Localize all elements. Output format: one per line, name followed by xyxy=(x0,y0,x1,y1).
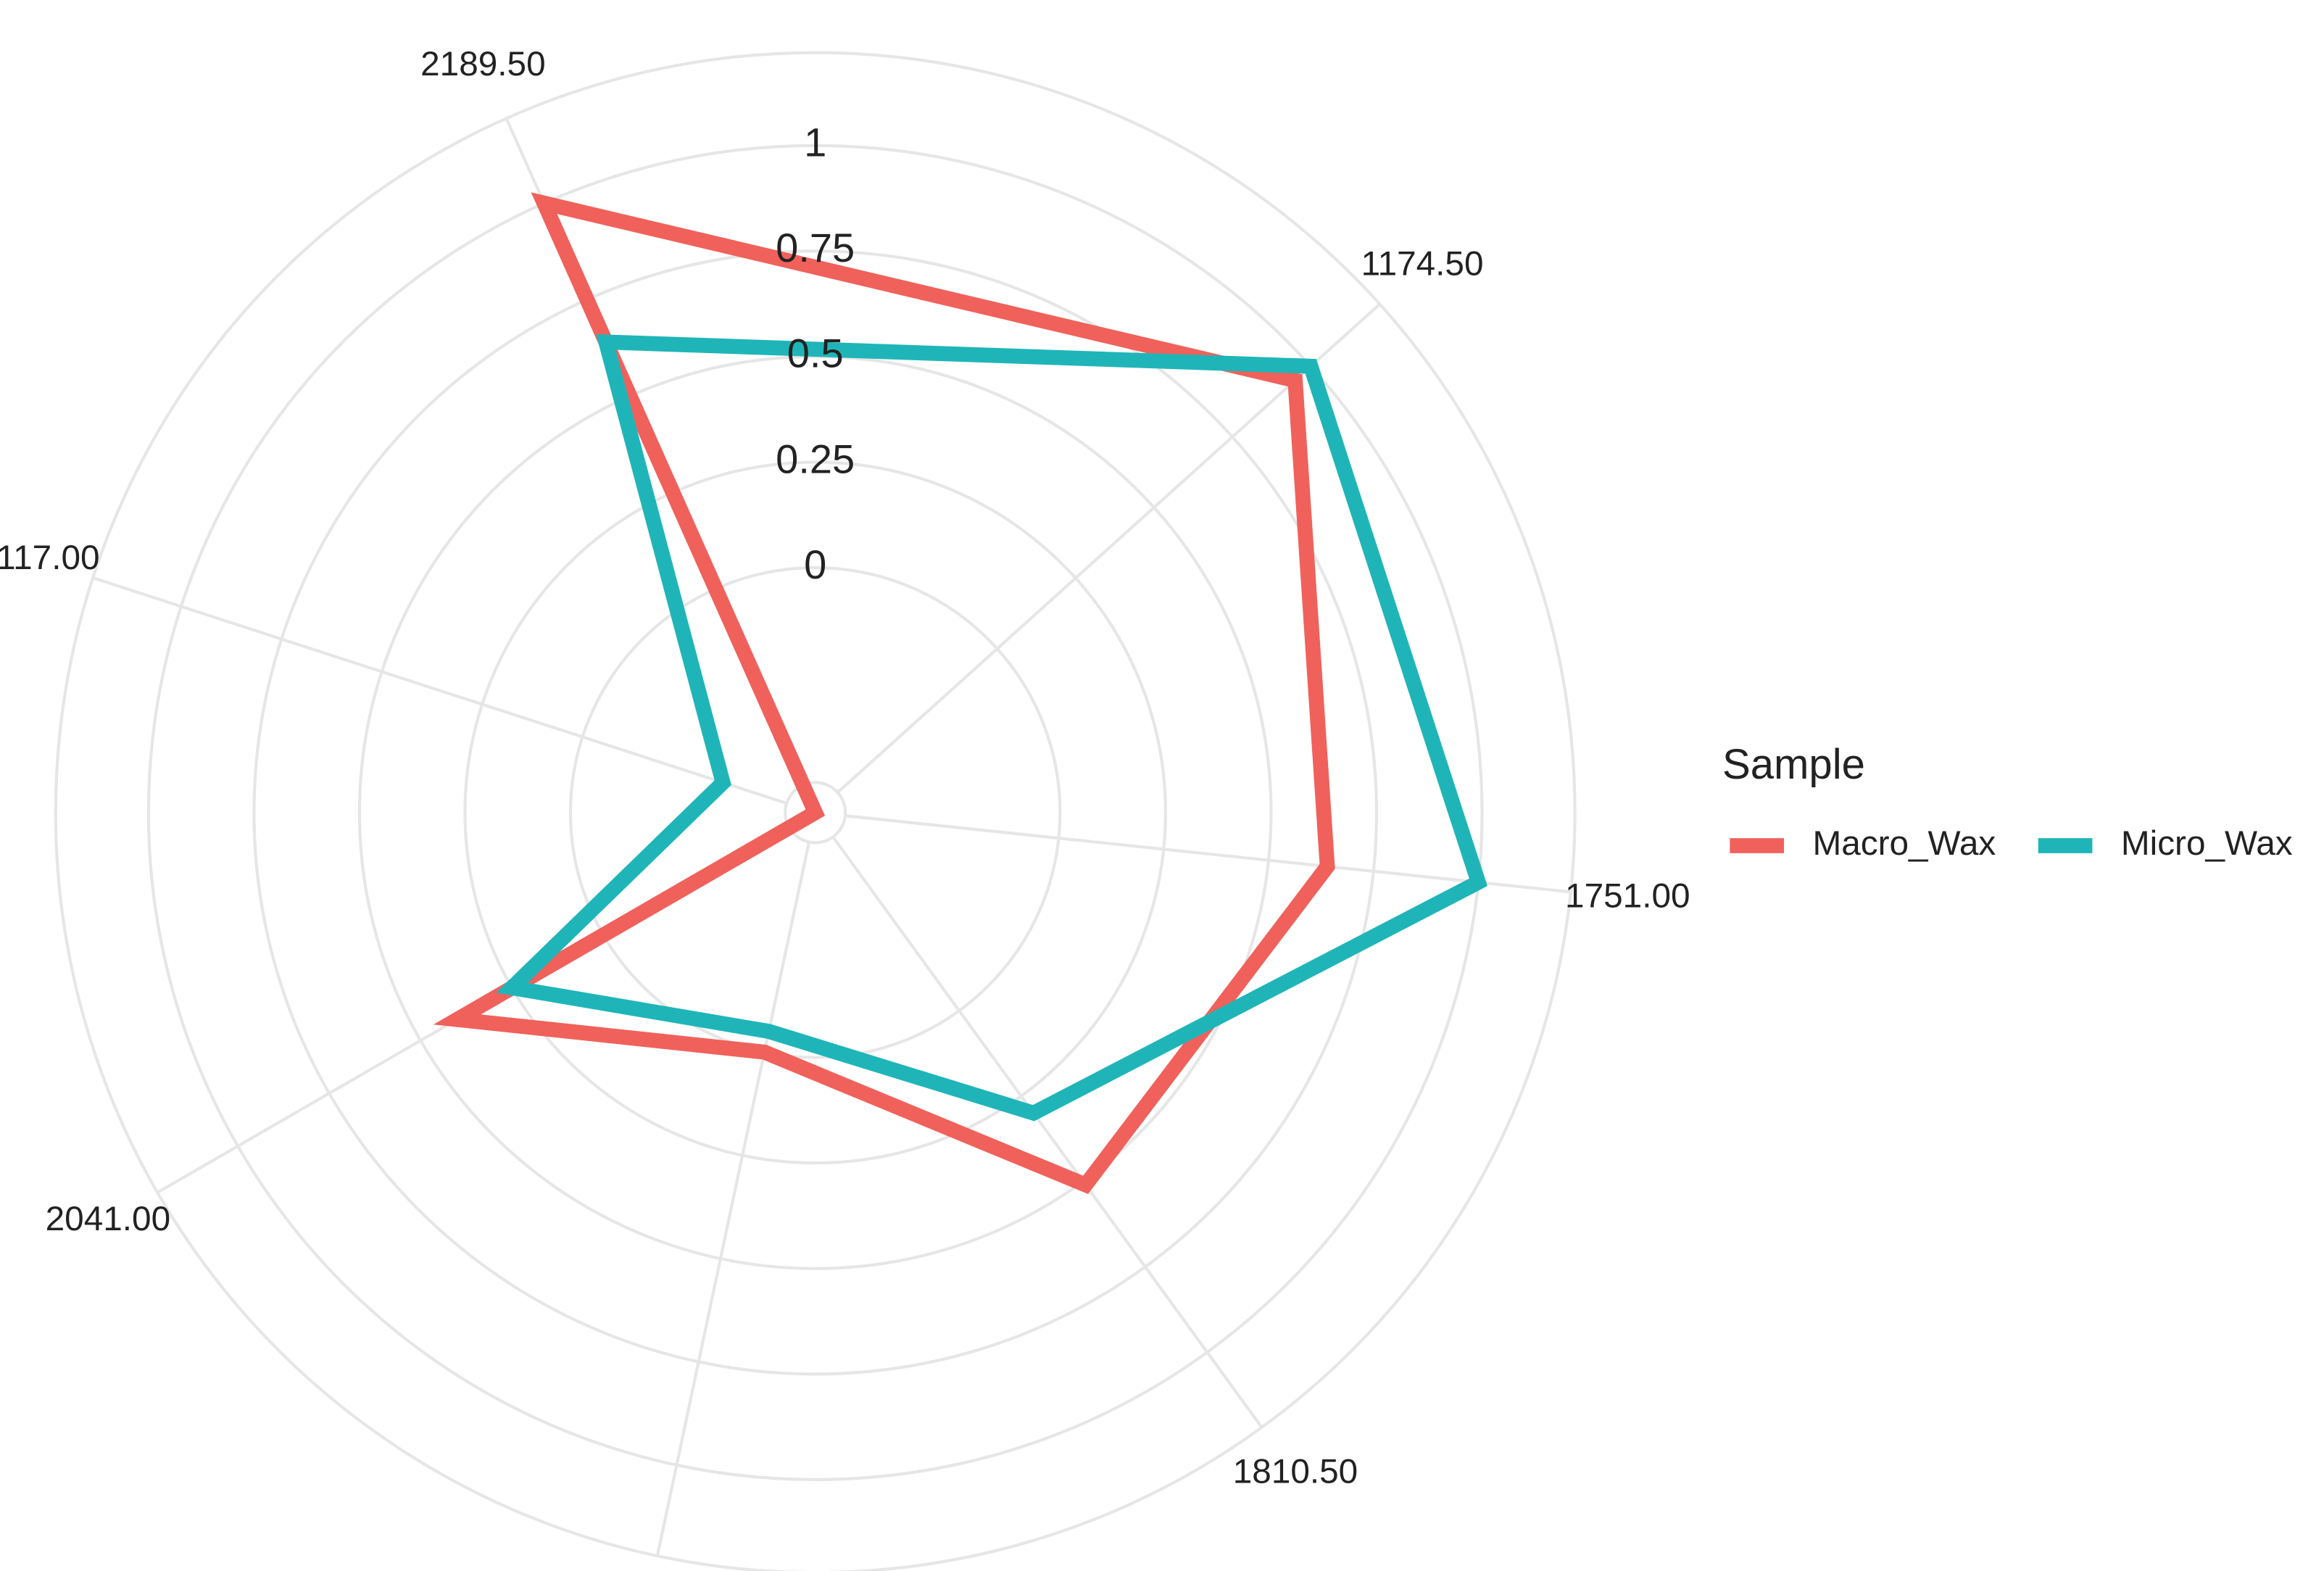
spoke xyxy=(92,576,787,805)
grid-circle xyxy=(146,144,1484,1482)
legend-label: Micro_Wax xyxy=(2121,824,2293,863)
y-tick-label: 0.5 xyxy=(787,331,844,376)
category-label: 1751.00 xyxy=(1565,876,1690,915)
grid-circle xyxy=(568,566,1062,1059)
category-label: 2117.00 xyxy=(0,539,100,577)
y-tick-label: 0.75 xyxy=(776,225,855,270)
series-line xyxy=(433,192,1335,1195)
y-tick-label: 0.25 xyxy=(776,436,855,481)
outer-ring xyxy=(54,51,1577,1571)
category-label: 1810.50 xyxy=(1233,1452,1358,1491)
y-tick-label: 1 xyxy=(804,120,826,165)
grid-circle xyxy=(252,249,1379,1376)
inner-ring xyxy=(784,781,847,845)
spoke xyxy=(844,814,1572,894)
category-label: 2189.50 xyxy=(420,45,545,83)
y-tick-label: 0 xyxy=(804,542,826,587)
legend-title: Sample xyxy=(1722,741,1865,788)
category-label: 2041.00 xyxy=(46,1200,170,1238)
legend-label: Macro_Wax xyxy=(1812,824,1996,863)
grid-circle xyxy=(463,460,1167,1165)
category-label: 1174.50 xyxy=(1361,244,1484,283)
spoke xyxy=(655,842,811,1557)
spoke xyxy=(831,836,1263,1429)
series-line xyxy=(496,333,1487,1122)
